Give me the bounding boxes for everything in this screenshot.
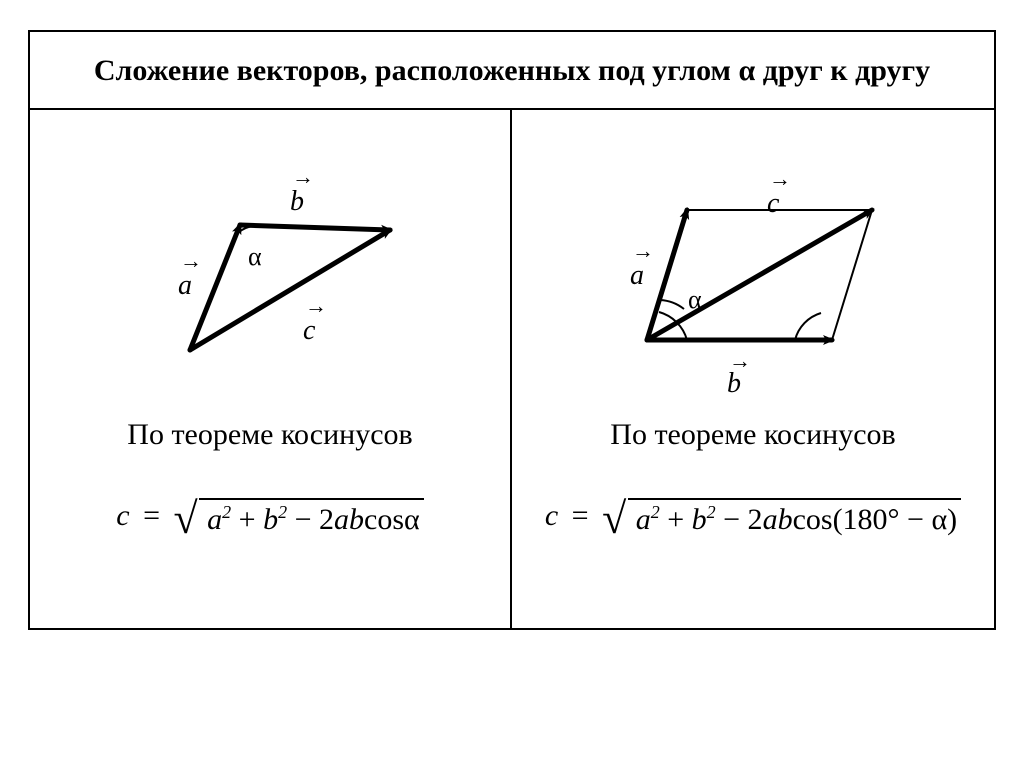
right-svg <box>512 110 992 410</box>
alpha-label-left: α <box>248 242 262 272</box>
equals-sign: = <box>572 499 589 532</box>
ab: ab <box>334 503 364 536</box>
title-row: Сложение векторов, расположенных под угл… <box>30 32 994 110</box>
ab: ab <box>763 503 793 536</box>
vec-b-label: b <box>727 368 741 400</box>
page-title: Сложение векторов, расположенных под угл… <box>94 54 930 87</box>
vec-a-arrow-icon: → <box>180 250 202 272</box>
lhs-c: c <box>545 499 558 532</box>
right-panel: → a → b → c α По теореме косинусов c = √… <box>512 110 994 628</box>
vec-a-arrow-icon: → <box>632 240 654 262</box>
columns: → a → b → c α По теореме косинусов c = √… <box>30 110 994 628</box>
vec-c-label: c <box>767 188 779 220</box>
vec-c-arrow-icon: → <box>769 168 791 190</box>
alpha-label-right: α <box>688 285 702 315</box>
sup2b: 2 <box>707 502 716 522</box>
vec-c-arrow-icon: → <box>305 295 327 317</box>
minus2ab: − 2 <box>716 503 763 536</box>
radicand: a2 + b2 − 2abcosα <box>199 498 424 538</box>
radicand: a2 + b2 − 2abcos(180° − α) <box>628 498 961 538</box>
sup2: 2 <box>651 502 660 522</box>
right-formula: c = √ a2 + b2 − 2abcos(180° − α) <box>512 498 994 538</box>
left-theorem-text: По теореме косинусов <box>30 418 510 452</box>
arg: α <box>404 503 420 536</box>
sqrt-wrap: √ a2 + b2 − 2abcos(180° − α) <box>602 498 961 538</box>
outer-frame: Сложение векторов, расположенных под угл… <box>28 30 996 630</box>
cos: cos <box>364 503 404 536</box>
vec-b-arrow-icon: → <box>292 166 314 188</box>
sup2: 2 <box>222 502 231 522</box>
minus2ab: − 2 <box>287 503 334 536</box>
left-svg <box>30 110 510 410</box>
sqrt-wrap: √ a2 + b2 − 2abcosα <box>174 498 424 538</box>
cos: cos <box>793 503 833 536</box>
term-b: b <box>263 503 278 536</box>
sup2b: 2 <box>278 502 287 522</box>
arg: (180° − α) <box>833 503 958 536</box>
vec-b-label: b <box>290 186 304 218</box>
right-theorem-text: По теореме косинусов <box>512 418 994 452</box>
plus: + <box>660 503 692 536</box>
vec-a-label: a <box>630 260 644 292</box>
term-a: a <box>636 503 651 536</box>
left-formula: c = √ a2 + b2 − 2abcosα <box>30 498 510 538</box>
left-diagram: → a → b → c α <box>30 110 510 410</box>
term-a: a <box>207 503 222 536</box>
vec-a-label: a <box>178 270 192 302</box>
right-diagram: → a → b → c α <box>512 110 994 410</box>
equals-sign: = <box>143 499 160 532</box>
vec-c-label: c <box>303 315 315 347</box>
lhs-c: c <box>116 499 129 532</box>
term-b: b <box>692 503 707 536</box>
plus: + <box>231 503 263 536</box>
left-panel: → a → b → c α По теореме косинусов c = √… <box>30 110 512 628</box>
